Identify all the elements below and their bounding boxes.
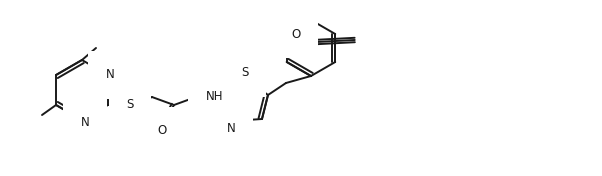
Text: N: N <box>105 68 114 81</box>
Text: N: N <box>226 121 235 134</box>
Text: O: O <box>291 27 300 40</box>
Text: N: N <box>81 115 89 128</box>
Text: O: O <box>157 124 167 137</box>
Text: S: S <box>126 99 134 112</box>
Text: S: S <box>241 67 249 80</box>
Text: NH: NH <box>206 90 223 102</box>
